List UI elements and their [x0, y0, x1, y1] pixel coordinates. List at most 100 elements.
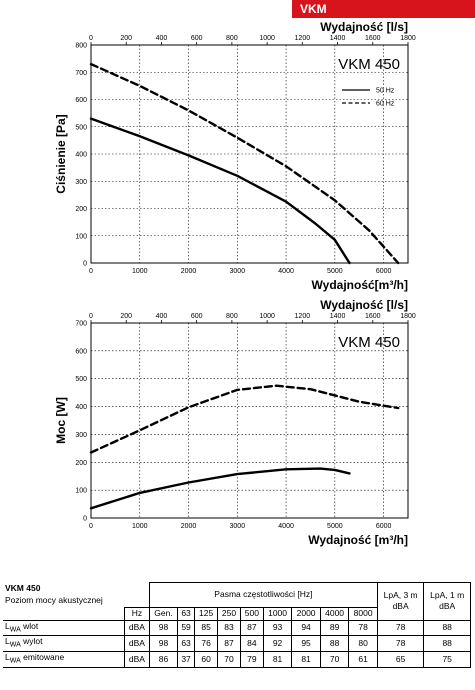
top-tick-label: 800	[226, 35, 238, 42]
y-tick-label: 700	[75, 70, 87, 77]
table-subtitle: Poziom mocy akustycznej	[5, 595, 103, 606]
top-tick-label: 1800	[400, 313, 416, 320]
row-value: 84	[239, 635, 264, 652]
table-lpa3-header: LpA, 3 m dBA	[376, 582, 425, 621]
top-tick-label: 1200	[295, 35, 311, 42]
brand-tab-label: VKM	[300, 2, 327, 16]
x-tick-label: 6000	[376, 268, 392, 275]
row-value: 87	[217, 635, 241, 652]
row-unit: dBA	[123, 635, 150, 652]
series-line-1	[89, 467, 351, 510]
row-value: 63	[176, 635, 196, 652]
top-tick-label: 1600	[365, 35, 381, 42]
row-unit: dBA	[123, 650, 150, 668]
y-tick-label: 200	[75, 206, 87, 213]
table-row: LWA emitowane dBA 86 37 60 70 79 81 81 70 61 65 75	[3, 650, 471, 668]
row-lpa3: 65	[376, 650, 425, 668]
chart-2: 0 1000 2000 3000 4000 5000 6000010020030040050…	[54, 298, 416, 547]
x-tick-label: 0	[89, 268, 93, 275]
row-label: LWA wylot	[3, 635, 125, 652]
top-tick-label: 1600	[365, 313, 381, 320]
y-tick-label: 200	[75, 460, 87, 467]
row-value: 78	[348, 619, 378, 637]
row-value: 85	[194, 619, 219, 637]
x-tick-label: 2000	[181, 268, 197, 275]
x-tick-label: 5000	[327, 268, 343, 275]
row-value: 59	[176, 619, 196, 637]
row-value: 89	[319, 619, 350, 637]
top-tick-label: 1400	[330, 313, 346, 320]
row-value: 80	[348, 635, 378, 652]
acoustic-table: VKM 450 Pasma częstotliwości [Hz] LpA, 3…	[3, 582, 471, 668]
row-label: LWA emitowane	[3, 650, 125, 668]
lpa3-line2: dBA	[392, 601, 409, 612]
top-tick-label: 800	[226, 313, 238, 320]
plot-frame	[90, 322, 409, 519]
y-tick-label: 300	[75, 432, 87, 439]
table-bands-header: Pasma częstotliwości [Hz]	[148, 582, 378, 608]
band-500: 500	[239, 606, 264, 621]
lpa1-line2: dBA	[439, 601, 456, 612]
x-axis-bottom-label: Wydajność [m³/h]	[308, 533, 408, 547]
x-axis-top-label: Wydajność [l/s]	[320, 20, 408, 34]
row-value: 76	[194, 635, 219, 652]
row-value: 83	[217, 619, 241, 637]
top-tick-label: 1000	[259, 35, 275, 42]
row-value: 79	[239, 650, 264, 668]
x-axis-bottom-label: Wydajność[m³/h]	[312, 278, 408, 292]
top-tick-label: 200	[120, 313, 132, 320]
legend-label: 50 Hz	[376, 88, 395, 95]
table-lpa1-header: LpA, 1 m dBA	[423, 582, 471, 621]
table-header-row-3: Hz Gen. 63 125 250 500 1000 2000 4000 80…	[3, 606, 471, 621]
band-2000: 2000	[291, 606, 321, 621]
row-value: 81	[262, 650, 293, 668]
chart-title: VKM 450	[338, 56, 400, 73]
top-tick-label: 600	[191, 313, 203, 320]
table-row: LWA wlot dBA 98 59 85 83 87 93 94 89 78 78 88	[3, 619, 471, 637]
row-value: 81	[291, 650, 321, 668]
row-value: 37	[176, 650, 196, 668]
row-value: 70	[217, 650, 241, 668]
table-hz-label: Hz	[123, 606, 150, 621]
row-value: 98	[148, 635, 178, 652]
x-tick-label: 3000	[230, 268, 246, 275]
row-label: LWA wlot	[3, 619, 125, 637]
top-tick-label: 400	[156, 313, 168, 320]
performance-charts: 0 1000 2000 3000 4000 5000 6000010020030040050…	[54, 20, 416, 547]
chart-title: VKM 450	[338, 334, 400, 351]
y-axis-label: Ciśnienie [Pa]	[54, 114, 68, 193]
band-4000: 4000	[319, 606, 350, 621]
top-tick-label: 0	[89, 35, 93, 42]
chart-1: 0 1000 2000 3000 4000 5000 6000010020030040050…	[54, 20, 416, 292]
series-line-2	[89, 62, 400, 265]
y-tick-label: 100	[75, 488, 87, 495]
row-lpa1: 88	[423, 635, 471, 652]
x-tick-label: 4000	[278, 523, 294, 530]
x-tick-label: 6000	[376, 523, 392, 530]
row-value: 86	[148, 650, 178, 668]
row-value: 61	[348, 650, 378, 668]
y-tick-label: 400	[75, 152, 87, 159]
row-value: 93	[262, 619, 293, 637]
row-lpa1: 88	[423, 619, 471, 637]
table-header-row-2: Poziom mocy akustycznej	[3, 595, 471, 608]
top-tick-label: 400	[156, 35, 168, 42]
row-lpa1: 75	[423, 650, 471, 668]
row-value: 92	[262, 635, 293, 652]
row-value: 60	[194, 650, 219, 668]
lpa3-line1: LpA, 3 m	[383, 590, 418, 601]
x-tick-label: 0	[89, 523, 93, 530]
table-row: LWA wylot dBA 98 63 76 87 84 92 95 88 80 78 88	[3, 635, 471, 652]
y-tick-label: 400	[75, 404, 87, 411]
row-value: 87	[239, 619, 264, 637]
x-tick-label: 5000	[327, 523, 343, 530]
y-tick-label: 800	[75, 43, 87, 50]
row-value: 95	[291, 635, 321, 652]
top-tick-label: 200	[120, 35, 132, 42]
band-125: 125	[194, 606, 219, 621]
row-value: 88	[319, 635, 350, 652]
band-gen: Gen.	[148, 606, 178, 621]
band-250: 250	[217, 606, 241, 621]
row-value: 70	[319, 650, 350, 668]
row-lpa3: 78	[376, 619, 425, 637]
